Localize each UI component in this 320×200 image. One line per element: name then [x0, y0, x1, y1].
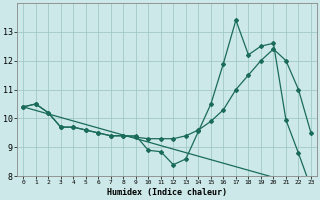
X-axis label: Humidex (Indice chaleur): Humidex (Indice chaleur) — [107, 188, 227, 197]
